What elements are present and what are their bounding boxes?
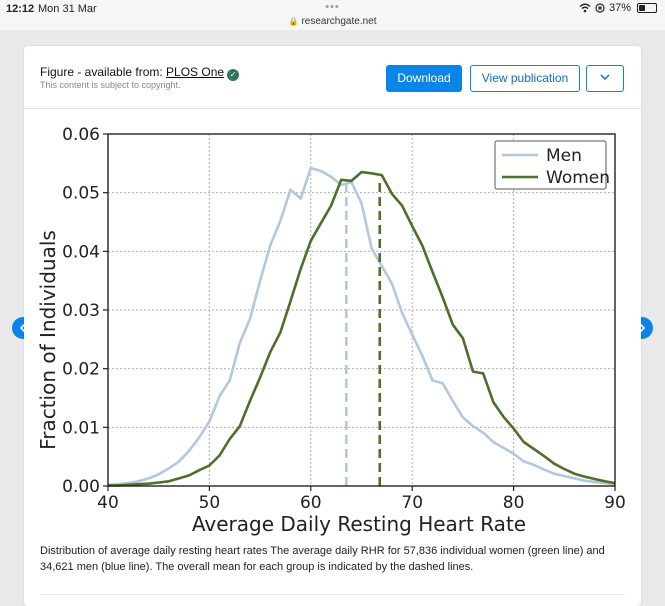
chevron-down-icon xyxy=(600,74,610,81)
more-dots-icon[interactable]: ••• xyxy=(325,1,340,13)
verified-icon: ✓ xyxy=(227,69,240,81)
y-tick-label: 0.03 xyxy=(62,301,100,321)
series-line-men xyxy=(107,166,616,487)
mean-lines xyxy=(344,178,382,486)
y-tick-label: 0.00 xyxy=(62,477,100,497)
axis-ticks: 40 50 60 70 80 90 0.00 0.01 0.02 0.03 0.04 0.05 0.06 xyxy=(62,125,626,513)
figure-header: Figure - available from: PLOS One ✓ This … xyxy=(24,46,641,109)
lock-icon: 🔒 xyxy=(288,17,299,26)
figure-caption: Distribution of average daily resting he… xyxy=(40,545,605,573)
url-text: researchgate.net xyxy=(301,16,377,27)
status-date: Mon 31 Mar xyxy=(38,3,97,15)
status-time: 12:12 xyxy=(6,3,35,15)
y-tick-label: 0.05 xyxy=(62,184,100,204)
status-indicators: 37% xyxy=(579,2,657,14)
divider xyxy=(40,594,625,595)
series-line-women xyxy=(108,170,616,487)
copyright-note: This content is subject to copyright. xyxy=(40,80,181,90)
x-tick-label: 50 xyxy=(199,493,221,513)
view-publication-button[interactable]: View publication xyxy=(470,65,580,92)
x-tick-label: 60 xyxy=(300,493,322,513)
more-options-button[interactable] xyxy=(586,65,624,92)
x-tick-label: 40 xyxy=(97,493,119,513)
x-tick-label: 80 xyxy=(503,493,525,513)
wifi-icon xyxy=(579,3,591,13)
y-tick-label: 0.04 xyxy=(62,242,100,262)
x-tick-label: 70 xyxy=(401,493,423,513)
figure-card: Figure - available from: PLOS One ✓ This … xyxy=(24,46,641,606)
battery-percent: 37% xyxy=(608,2,631,14)
y-axis-label: Fraction of Individuals xyxy=(36,230,60,450)
y-tick-label: 0.01 xyxy=(62,418,100,438)
chart-series xyxy=(107,166,616,487)
download-button[interactable]: Download xyxy=(386,65,462,92)
figure-source: Figure - available from: PLOS One ✓ xyxy=(40,65,240,81)
journal-link[interactable]: PLOS One xyxy=(166,65,225,79)
legend-label: Men xyxy=(546,146,582,166)
heart-rate-chart: 40 50 60 70 80 90 0.00 0.01 0.02 0.03 0.04 0.05 0.06… xyxy=(36,125,626,536)
url-bar[interactable]: 🔒 researchgate.net xyxy=(0,16,665,27)
legend-label: Women xyxy=(546,168,610,188)
y-tick-label: 0.02 xyxy=(62,360,100,380)
battery-icon xyxy=(637,3,657,13)
y-tick-label: 0.06 xyxy=(62,125,100,145)
chevron-right-icon xyxy=(639,323,646,333)
orientation-lock-icon xyxy=(595,3,605,13)
x-axis-label: Average Daily Resting Heart Rate xyxy=(192,512,526,536)
chevron-left-icon xyxy=(19,323,26,333)
status-bar: 12:12 Mon 31 Mar ••• 🔒 researchgate.net 3… xyxy=(0,0,665,30)
figure-prefix: Figure - available from: xyxy=(40,65,167,79)
x-tick-label: 90 xyxy=(604,493,626,513)
